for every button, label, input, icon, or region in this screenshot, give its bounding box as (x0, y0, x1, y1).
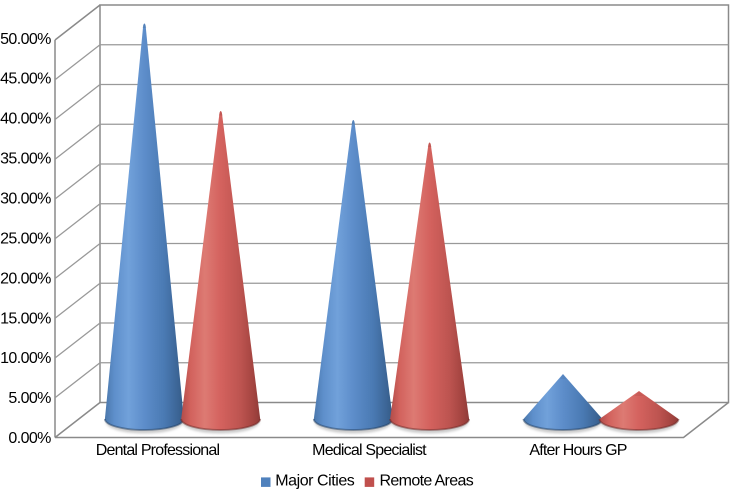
svg-text:10.00%: 10.00% (0, 350, 51, 367)
svg-text:5.00%: 5.00% (8, 390, 51, 407)
svg-text:25.00%: 25.00% (0, 230, 51, 247)
svg-text:Remote Areas: Remote Areas (380, 473, 474, 490)
svg-text:20.00%: 20.00% (0, 270, 51, 287)
svg-text:35.00%: 35.00% (0, 151, 51, 168)
svg-text:50.00%: 50.00% (0, 31, 51, 48)
svg-text:Dental Professional: Dental Professional (96, 442, 220, 459)
svg-text:0.00%: 0.00% (8, 430, 51, 447)
svg-text:Major Cities: Major Cities (275, 473, 355, 490)
svg-text:After Hours GP: After Hours GP (529, 442, 626, 459)
svg-text:40.00%: 40.00% (0, 111, 51, 128)
svg-text:15.00%: 15.00% (0, 310, 51, 327)
svg-text:30.00%: 30.00% (0, 191, 51, 208)
svg-text:45.00%: 45.00% (0, 71, 51, 88)
svg-text:Medical Specialist: Medical Specialist (312, 442, 427, 459)
